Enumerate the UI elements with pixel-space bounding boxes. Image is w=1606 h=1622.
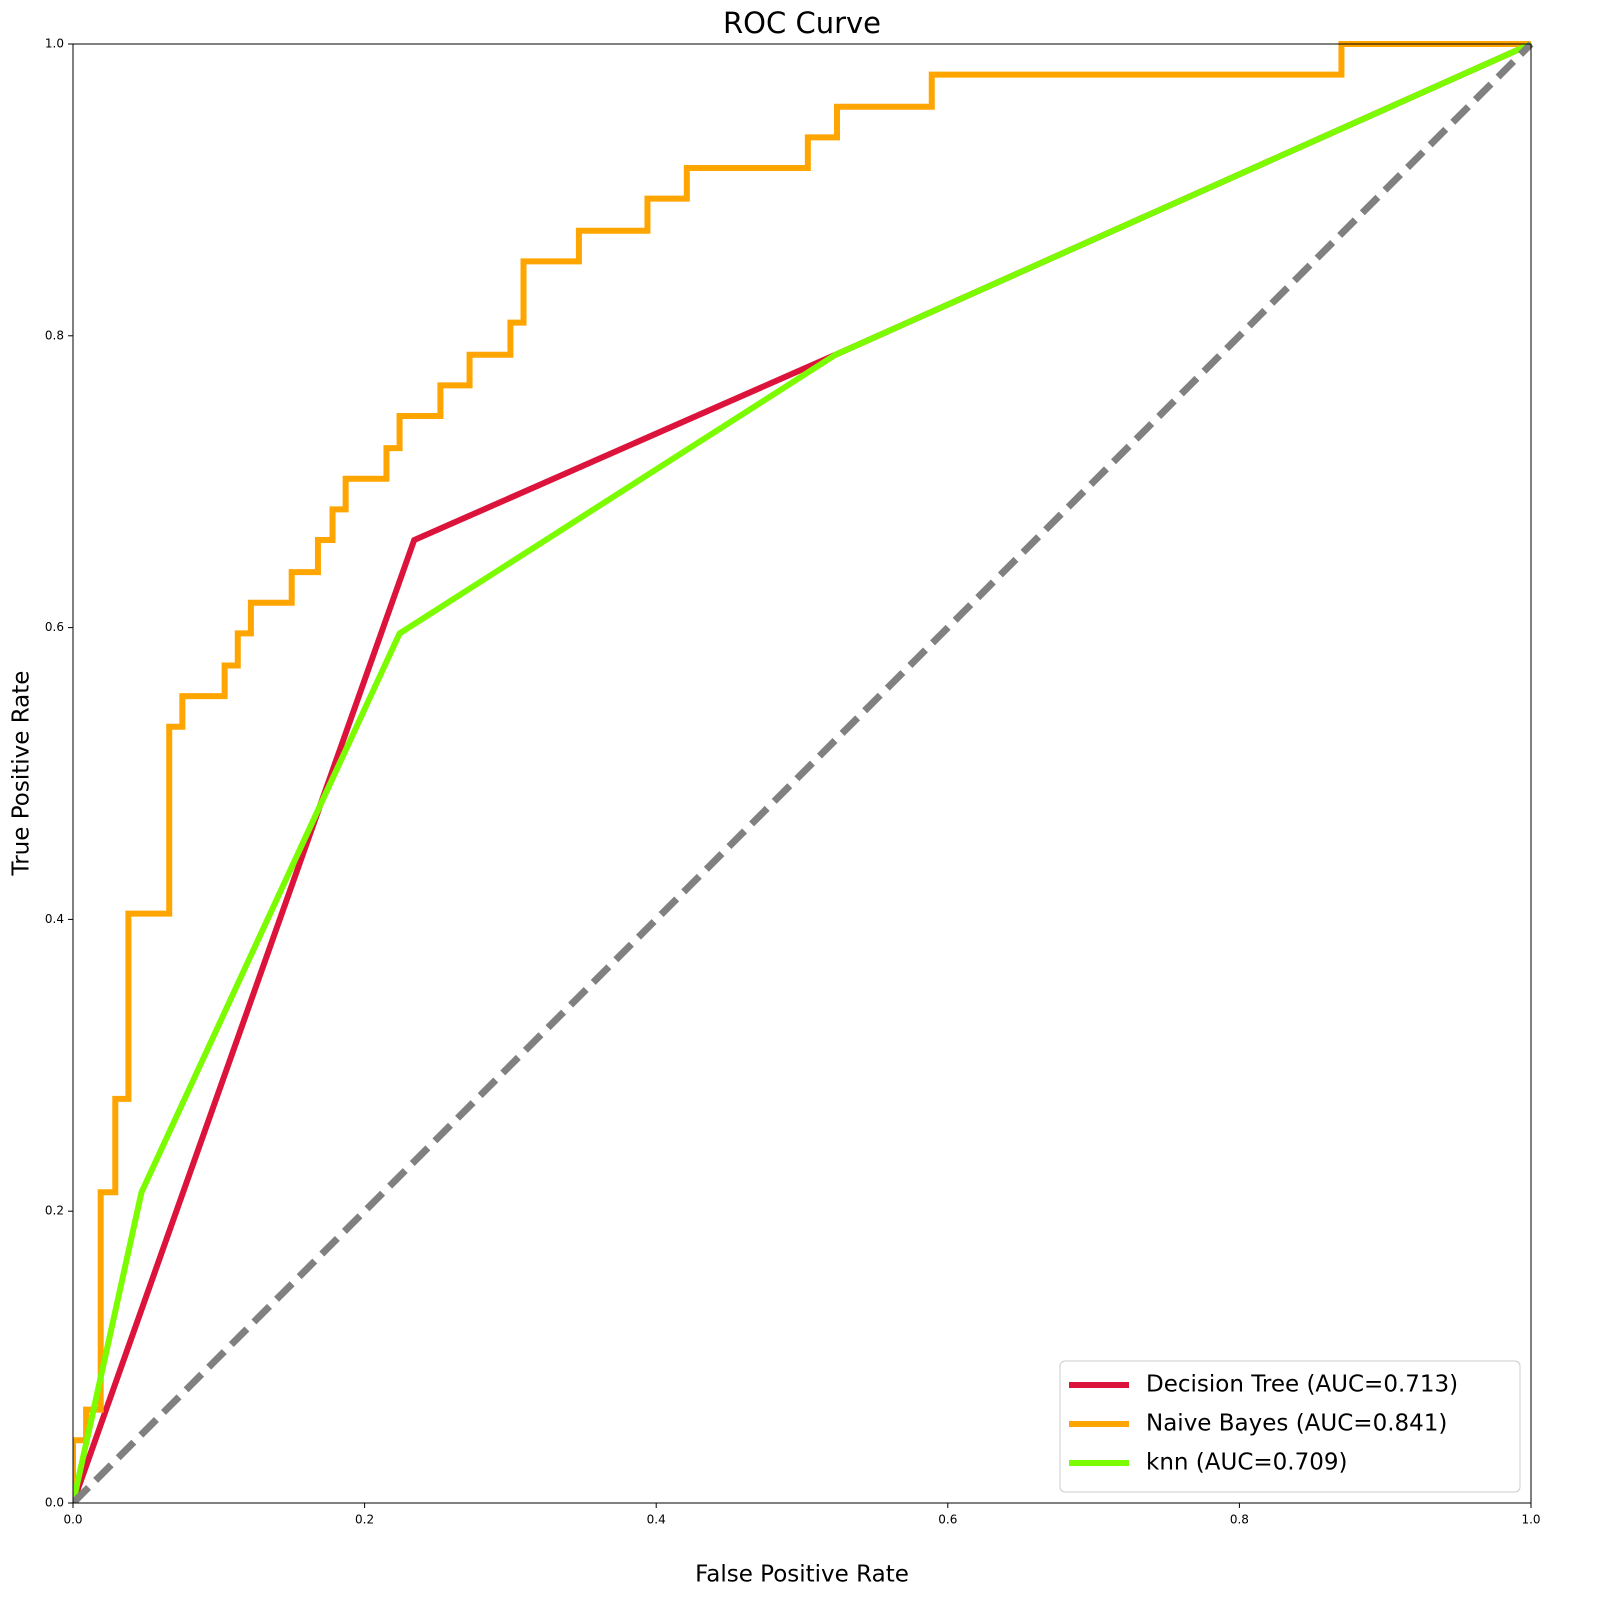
y-tick-label: 0.0 [45, 1496, 64, 1510]
x-tick-label: 1.0 [1521, 1513, 1540, 1527]
x-tick-label: 0.2 [355, 1513, 374, 1527]
chart-title: ROC Curve [723, 6, 881, 40]
x-axis-label: False Positive Rate [695, 1562, 909, 1588]
y-tick-label: 0.4 [45, 912, 64, 926]
x-tick-label: 0.8 [1230, 1513, 1249, 1527]
x-tick-label: 0.6 [938, 1513, 957, 1527]
x-tick-label: 0.0 [63, 1513, 82, 1527]
legend-label: Decision Tree (AUC=0.713) [1146, 1372, 1458, 1398]
line-series [73, 41, 1531, 1503]
legend-label: Naive Bayes (AUC=0.841) [1146, 1411, 1447, 1437]
x-tick-label: 0.4 [647, 1513, 666, 1527]
y-tick-label: 0.2 [45, 1204, 64, 1218]
line-series [73, 41, 1533, 1503]
y-axis-label: True Positive Rate [9, 671, 35, 877]
legend-label: knn (AUC=0.709) [1146, 1450, 1347, 1476]
legend-box [1059, 1360, 1521, 1493]
y-tick-label: 1.0 [45, 37, 64, 51]
plot-frame [72, 43, 1532, 1504]
y-tick-label: 0.6 [45, 620, 64, 634]
reference-line [73, 41, 1534, 1503]
y-tick-label: 0.8 [45, 328, 64, 342]
